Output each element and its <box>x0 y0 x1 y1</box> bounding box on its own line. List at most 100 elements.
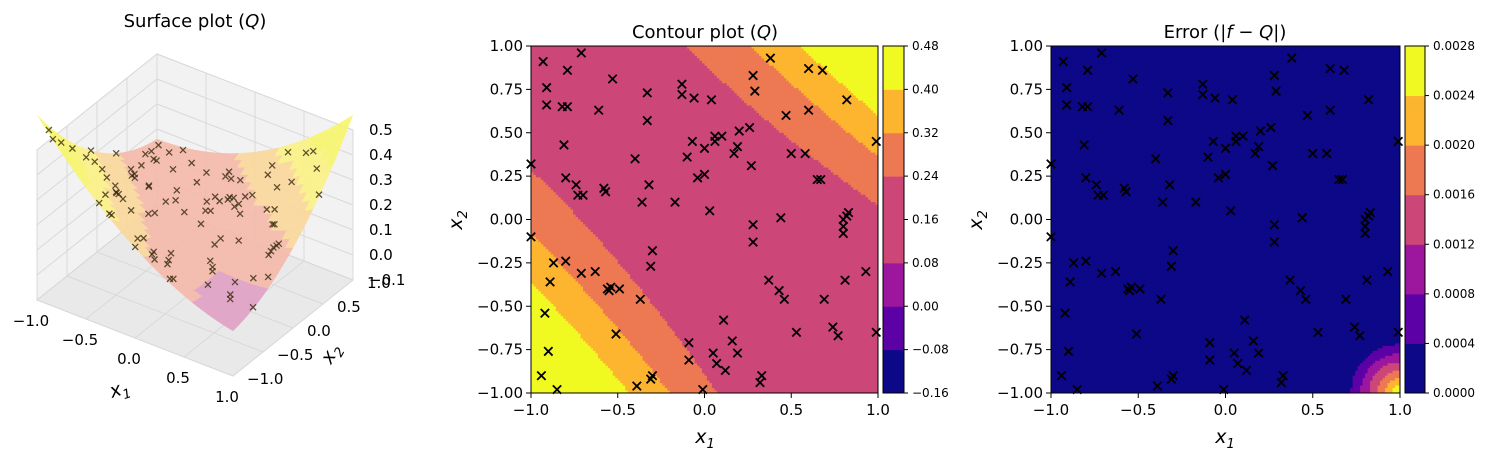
contour-cell <box>597 298 601 302</box>
contour-cell <box>583 160 587 164</box>
contour-cell <box>595 323 599 327</box>
contour-cell <box>555 373 559 377</box>
contour-cell <box>545 226 549 231</box>
contour-cell <box>545 100 549 104</box>
contour-cell <box>595 360 599 364</box>
contour-cell <box>535 331 540 335</box>
contour-cell <box>573 63 577 67</box>
contour-cell <box>570 65 574 69</box>
contour-cell <box>605 117 609 121</box>
contour-cell <box>592 112 597 116</box>
contour-cell <box>600 142 604 146</box>
contour-cell <box>590 197 594 201</box>
contour-cell <box>568 229 572 233</box>
contour-cell <box>602 296 606 300</box>
contour-cell <box>538 73 542 77</box>
contour-cell <box>568 53 572 57</box>
contour-cell <box>540 174 544 178</box>
contour-cell <box>575 115 579 119</box>
contour-cell <box>600 93 604 97</box>
contour-cell <box>578 46 582 50</box>
contour-cell <box>580 204 584 208</box>
contour-cell <box>602 132 606 136</box>
contour-cell <box>590 100 594 104</box>
contour-cell <box>560 177 564 181</box>
contour-cell <box>592 122 597 126</box>
contour-cell <box>590 207 594 211</box>
contour-cell <box>553 316 557 320</box>
contour-cell <box>583 246 587 250</box>
contour-cell <box>595 140 599 144</box>
contour-cell <box>568 311 572 315</box>
contour-cell <box>575 251 579 255</box>
contour-cell <box>558 278 562 283</box>
contour-cell <box>592 189 597 193</box>
contour-cell <box>563 160 567 164</box>
contour-cell <box>540 244 544 248</box>
contour-cell <box>563 254 567 258</box>
contour-cell <box>555 278 559 283</box>
surface-sample-marker <box>57 139 65 147</box>
contour-cell <box>548 130 552 134</box>
contour-cell <box>558 383 562 387</box>
contour-cell <box>558 98 562 102</box>
contour-cell <box>533 286 537 290</box>
contour-cell <box>533 105 537 109</box>
contour-cell <box>580 370 584 374</box>
contour-cell <box>592 182 597 186</box>
contour-cell <box>553 70 557 74</box>
contour-cell <box>588 145 592 149</box>
contour-cell <box>563 311 567 315</box>
contour-cell <box>568 88 572 92</box>
contour-cell <box>605 63 609 67</box>
contour-cell <box>570 306 574 310</box>
contour-cell <box>573 90 577 94</box>
contour-cell <box>548 306 552 310</box>
contour-cell <box>605 83 609 87</box>
contour-cell <box>538 122 542 126</box>
contour-cell <box>555 217 559 221</box>
contour-cell <box>535 75 540 79</box>
contour-cell <box>573 385 577 389</box>
contour-cell <box>570 308 574 312</box>
contour-cell <box>595 390 599 393</box>
contour-cell <box>600 90 604 94</box>
contour-cell <box>590 155 594 159</box>
contour-cell <box>568 224 572 228</box>
contour-cell <box>573 323 577 327</box>
contour-cell <box>570 209 574 213</box>
contour-cell <box>555 246 559 250</box>
contour-cell <box>590 98 594 102</box>
contour-cell <box>565 241 569 245</box>
contour-cell <box>555 100 559 104</box>
contour-cell <box>565 88 569 92</box>
contour-cell <box>540 152 544 156</box>
contour-cell <box>540 70 544 74</box>
surface-x-tick-label: 1.0 <box>215 388 239 406</box>
contour-cell <box>548 231 552 235</box>
contour-cell <box>565 296 569 300</box>
contour-cell <box>538 239 542 243</box>
contour-cell <box>545 355 549 359</box>
contour-cell <box>565 331 569 335</box>
contour-cell <box>592 338 597 342</box>
contour-cell <box>560 90 564 94</box>
contour-cell <box>531 358 535 362</box>
contour-cell <box>531 48 535 52</box>
contour-cell <box>553 281 557 285</box>
contour-cell <box>592 360 597 364</box>
contour-cell <box>575 274 579 278</box>
contour-cell <box>575 167 579 171</box>
contour-cell <box>602 70 606 74</box>
contour-cell <box>543 122 547 126</box>
contour-cell <box>595 370 599 374</box>
contour-cell <box>543 261 547 265</box>
contour-cell <box>568 98 572 102</box>
contour-cell <box>560 194 564 198</box>
contour-cell <box>585 214 589 218</box>
contour-cell <box>535 278 540 283</box>
contour-cell <box>592 308 597 312</box>
contour-cell <box>545 162 549 166</box>
contour-cell <box>558 80 562 84</box>
contour-cell <box>602 278 606 283</box>
